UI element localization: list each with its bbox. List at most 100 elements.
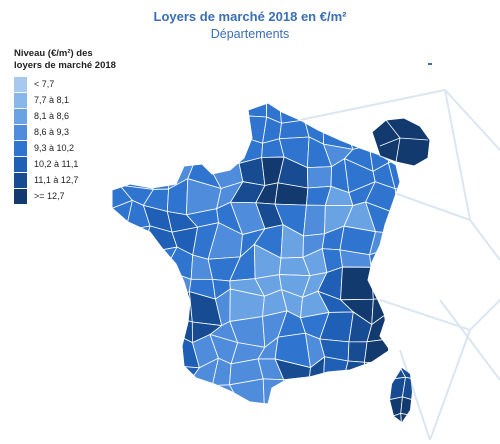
department <box>145 407 178 428</box>
department <box>390 412 402 422</box>
department <box>382 266 400 298</box>
department <box>141 334 178 368</box>
department <box>140 103 178 127</box>
legend-label: 8,1 à 8,6 <box>34 111 70 121</box>
department <box>343 103 377 124</box>
department <box>186 137 212 164</box>
department <box>211 103 234 122</box>
department <box>306 166 333 189</box>
department <box>322 379 346 404</box>
department <box>112 267 132 296</box>
department <box>390 224 400 253</box>
department <box>390 211 400 234</box>
department <box>112 338 133 364</box>
department <box>128 112 156 143</box>
legend-item: >= 12,7 <box>14 188 144 204</box>
background-lines <box>299 88 500 441</box>
department <box>235 398 265 404</box>
department <box>174 103 201 127</box>
legend-label: 9,3 à 10,2 <box>34 143 75 153</box>
department <box>278 103 306 124</box>
department <box>112 116 135 142</box>
department <box>166 178 189 216</box>
legend-swatch <box>14 76 27 92</box>
department <box>283 376 310 404</box>
department <box>112 103 135 128</box>
legend-swatch <box>14 172 27 188</box>
department <box>112 401 131 404</box>
department <box>340 266 374 301</box>
department <box>129 267 156 296</box>
legend-label: 10,2 à 11,1 <box>34 159 79 169</box>
department <box>278 403 310 404</box>
department <box>133 103 157 128</box>
department <box>112 362 131 389</box>
legend-label: < 7,7 <box>34 79 55 89</box>
department <box>112 380 131 404</box>
legend-item: 9,3 à 10,2 <box>14 140 144 156</box>
legend-label: 7,7 à 8,1 <box>34 95 70 105</box>
legend-item: 7,7 à 8,1 <box>14 92 144 108</box>
department <box>166 364 201 392</box>
department <box>164 135 198 164</box>
legend-item: < 7,7 <box>14 76 144 92</box>
department <box>308 376 331 404</box>
department <box>122 253 156 270</box>
legend-swatch <box>14 108 27 124</box>
mainland-departments <box>112 103 400 428</box>
department <box>250 403 285 404</box>
department <box>339 401 367 404</box>
department <box>232 114 268 144</box>
department <box>347 341 368 363</box>
map-subtitle: Départements <box>210 27 290 41</box>
department <box>112 310 133 342</box>
department <box>190 103 219 122</box>
department <box>112 294 132 322</box>
map-title: Loyers de marché 2018 en €/m² <box>153 9 347 24</box>
legend-item: 8,1 à 8,6 <box>14 108 144 124</box>
department <box>112 229 127 257</box>
department <box>129 380 157 404</box>
department <box>153 268 171 302</box>
department <box>171 112 192 142</box>
department <box>322 103 354 124</box>
department <box>142 112 179 137</box>
legend-label: 8,6 à 9,3 <box>34 127 70 137</box>
department <box>207 135 240 164</box>
department <box>142 135 173 167</box>
inset-department-block <box>371 117 431 167</box>
legend-title: Niveau (€/m²) des loyers de marché 2018 <box>14 48 116 71</box>
department <box>394 188 400 216</box>
department <box>321 401 346 404</box>
department <box>342 379 368 404</box>
legend-swatch <box>14 140 27 156</box>
mainland-outline <box>111 102 401 405</box>
legend-item: 8,6 à 9,3 <box>14 124 144 140</box>
department <box>370 266 394 300</box>
legend-swatch <box>14 124 27 140</box>
department <box>120 401 156 404</box>
department <box>322 356 349 383</box>
department <box>187 113 219 142</box>
inset-department-borders <box>379 119 429 163</box>
department <box>186 403 224 404</box>
legend: Niveau (€/m²) des loyers de marché 2018 … <box>14 48 144 204</box>
department <box>210 114 239 139</box>
department <box>123 135 147 167</box>
department <box>112 161 125 192</box>
department <box>120 362 145 387</box>
department <box>383 294 400 324</box>
department <box>141 364 169 392</box>
department <box>401 376 412 402</box>
department <box>400 396 412 418</box>
legend-item: 11,1 à 12,7 <box>14 172 144 188</box>
department <box>112 246 131 274</box>
department <box>383 314 400 340</box>
department <box>387 332 400 364</box>
department <box>296 405 330 426</box>
department <box>303 204 326 237</box>
decorative-marker <box>428 63 432 65</box>
department <box>152 314 178 345</box>
legend-swatch <box>14 188 27 204</box>
